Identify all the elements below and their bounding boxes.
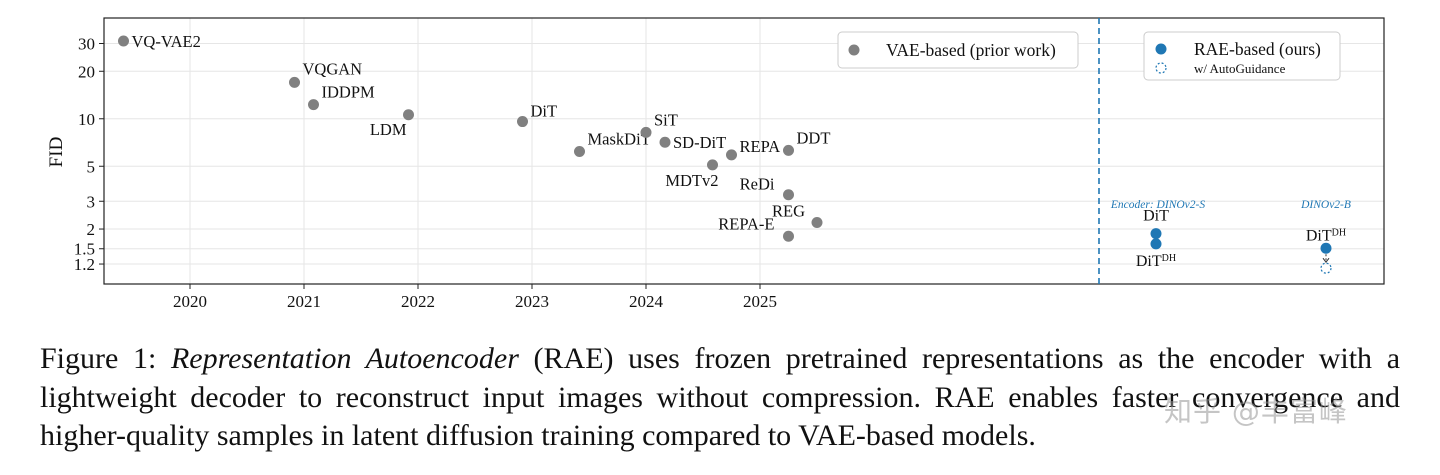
- rae-point: [1150, 238, 1162, 250]
- vae-point-vqgan: [289, 76, 300, 88]
- x-tick-label: 2021: [287, 292, 321, 311]
- x-axis: 2020 2021 2022 2023 2024 2025: [173, 284, 777, 311]
- x-tick-label: 2024: [629, 292, 664, 311]
- x-tick-label: 2025: [743, 292, 777, 311]
- encoder-dinov2-b-label: DINOv2-B: [1300, 199, 1351, 211]
- vae-point-ddt: [783, 144, 794, 156]
- rae-point-label-sup: DH: [1162, 252, 1176, 263]
- vae-point-label: SiT: [654, 110, 678, 129]
- vae-point-sit: [640, 126, 652, 138]
- x-tick-label: 2022: [401, 292, 435, 311]
- legend-vae-marker: [848, 44, 860, 56]
- figure-caption: Figure 1: Representation Autoencoder (RA…: [40, 340, 1400, 456]
- vae-point-label: REPA-E: [718, 214, 774, 233]
- vae-point-label: MaskDiT: [588, 130, 651, 149]
- fid-timeline-chart: 1.21.52 3 5 10 20 30 2020 2021 2022 2023 2024 2025…: [46, 17, 1385, 311]
- x-tick-label: 2023: [515, 292, 549, 311]
- y-tick-label: 3: [87, 192, 96, 211]
- vae-point-ldm: [403, 109, 414, 121]
- vae-point-label: VQGAN: [303, 59, 363, 78]
- vae-point-label: SD-DiT: [673, 133, 726, 152]
- caption-body: (RAE) uses frozen pretrained representat…: [40, 342, 1401, 452]
- autoguidance-arrowhead: [1322, 257, 1330, 263]
- y-axis: 1.21.52 3 5 10 20 30: [74, 34, 104, 274]
- rae-point-label: DiT: [1143, 208, 1169, 225]
- vae-point-label: MDTv2: [665, 171, 718, 190]
- legend-rae-label: RAE-based (ours): [1194, 39, 1321, 59]
- encoder-dinov2-s-label: Encoder: DINOv2-S: [1110, 199, 1205, 211]
- legend-vae: VAE-based (prior work): [837, 31, 1079, 69]
- caption-prefix: Figure 1:: [40, 342, 157, 375]
- vae-point-label: IDDPM: [322, 83, 376, 102]
- plot-frame: [103, 17, 1385, 285]
- vae-point-reg: [811, 217, 823, 229]
- vae-point-dit: [517, 116, 528, 128]
- watermark: 知乎 @丰富峰: [1164, 395, 1348, 428]
- y-tick-label: 2: [87, 220, 96, 239]
- vae-point-repa-e: [783, 230, 794, 242]
- y-tick-label: 5: [87, 157, 96, 176]
- legend-autoguidance-marker: [1155, 62, 1167, 74]
- vae-point-label: ReDi: [740, 175, 775, 194]
- vae-point-label: VQ-VAE2: [132, 32, 201, 51]
- vae-point-label: LDM: [370, 120, 407, 139]
- y-tick-label: 10: [78, 110, 95, 129]
- rae-point: [1320, 242, 1332, 254]
- grid-lines: [104, 18, 1384, 284]
- vae-point-label: DDT: [797, 128, 831, 147]
- y-axis-label: FID: [46, 137, 67, 168]
- y-tick-label: 30: [78, 34, 95, 53]
- vae-point-sd-dit: [659, 136, 671, 148]
- rae-point-label: DiTDH: [1306, 227, 1346, 245]
- y-tick-label: 1.5: [74, 240, 95, 259]
- vae-point-mdtv2: [707, 159, 718, 171]
- rae-point-autoguidance: [1320, 262, 1332, 274]
- legend-autoguidance-label: w/ AutoGuidance: [1194, 61, 1286, 76]
- legend-rae-marker: [1155, 43, 1167, 55]
- y-tick-label: 20: [78, 62, 95, 81]
- rae-point-label: DiTDH: [1136, 252, 1176, 270]
- vae-point-label: REG: [772, 202, 805, 221]
- vae-point-maskdit: [574, 146, 585, 158]
- caption-title: Representation Autoencoder: [170, 342, 519, 375]
- vae-point-vq-vae2: [118, 35, 129, 47]
- rae-series: DiT DiTDH DiTDH: [1136, 208, 1346, 274]
- y-tick-label: 1.2: [74, 255, 95, 274]
- vae-point-iddpm: [308, 99, 319, 111]
- vae-point-repa: [726, 149, 737, 161]
- x-tick-label: 2020: [173, 292, 207, 311]
- legend-vae-label: VAE-based (prior work): [886, 40, 1056, 60]
- vae-point-label: REPA: [740, 137, 781, 156]
- vae-point-label: DiT: [531, 102, 558, 121]
- rae-point-label-sup: DH: [1332, 227, 1346, 238]
- rae-point: [1150, 228, 1162, 240]
- legend-rae: RAE-based (ours) w/ AutoGuidance: [1143, 31, 1341, 81]
- vae-point-redi: [783, 189, 794, 201]
